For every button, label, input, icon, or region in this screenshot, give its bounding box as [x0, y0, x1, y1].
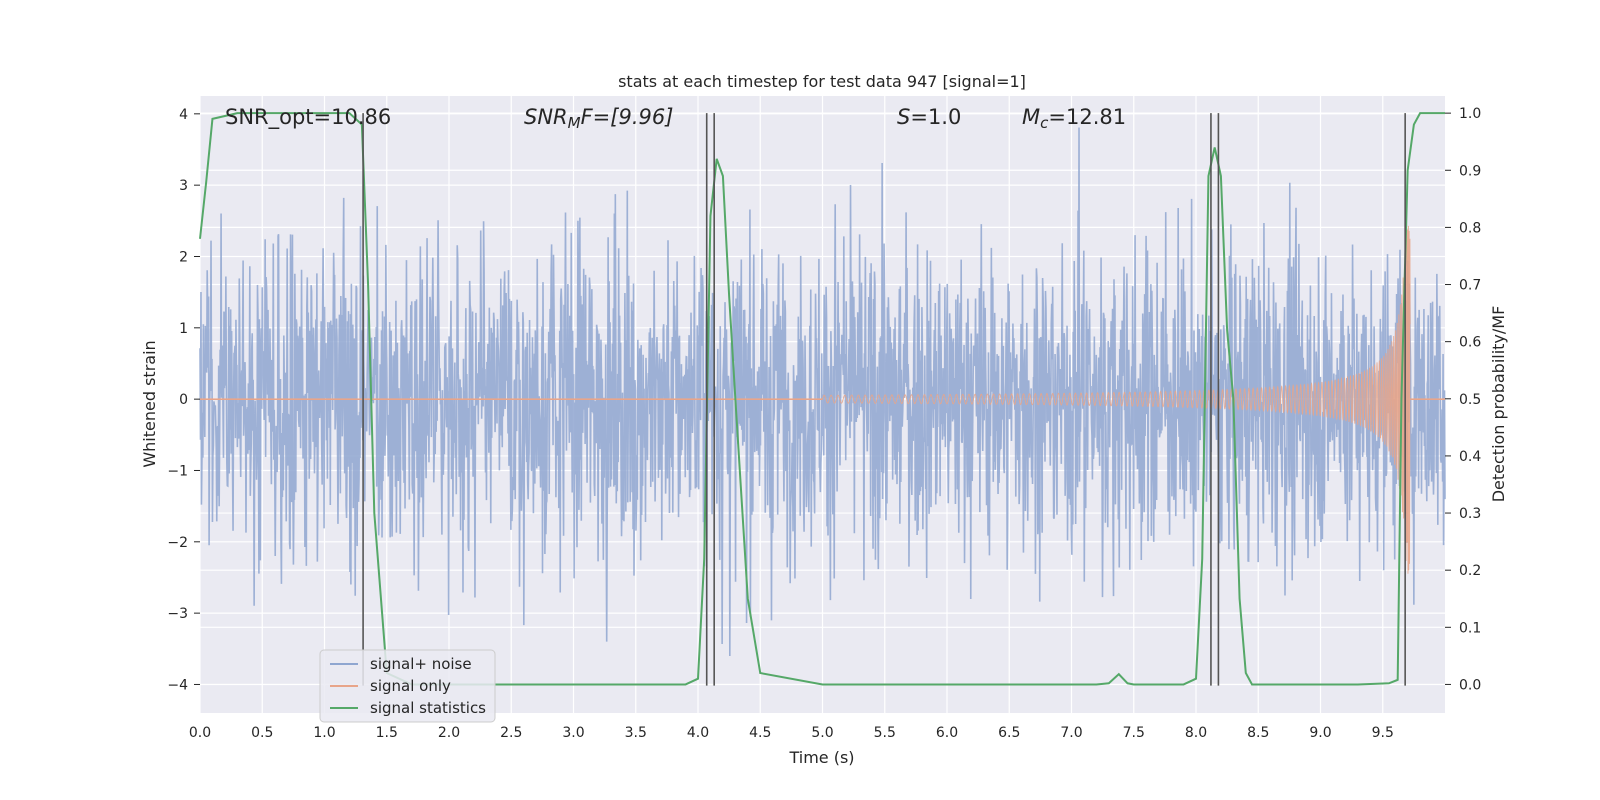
x-tick-label: 8.5	[1247, 725, 1269, 741]
tick-labels: 0.0 0.5 1.0 1.5 2.0 2.5 3.0 3.5 4.0 4.5 5.0 5.5 6.0 6…	[167, 106, 1481, 741]
y2-tick-label: 0.6	[1459, 335, 1481, 351]
y2-tick-label: 0.3	[1459, 506, 1481, 522]
y2-tick-label: 0.9	[1459, 163, 1481, 179]
y2-tick-label: 1.0	[1459, 106, 1481, 122]
snr-mf-prefix: SNR	[524, 105, 568, 129]
x-tick-label: 5.0	[811, 725, 833, 741]
y-tick-label: 3	[179, 178, 188, 194]
y-axis-label: Whitened strain	[140, 340, 159, 467]
y-tick-label: 2	[179, 249, 188, 265]
y-tick-label: −1	[167, 463, 188, 479]
x-tick-label: 7.0	[1060, 725, 1082, 741]
x-tick-label: 1.0	[313, 725, 335, 741]
series-signal-noise-line	[199, 127, 1446, 656]
y2-tick-label: 0.5	[1459, 392, 1481, 408]
x-tick-label: 9.0	[1309, 725, 1331, 741]
mc-value: =12.81	[1048, 105, 1126, 129]
y2-axis-label: Detection probability/MF	[1489, 306, 1508, 503]
x-tick-label: 4.5	[749, 725, 771, 741]
legend-label-signal-noise: signal+ noise	[370, 655, 472, 673]
snr-mf-subscript: M	[568, 114, 581, 132]
y2-tick-label: 0.8	[1459, 220, 1481, 236]
x-tick-label: 2.0	[438, 725, 460, 741]
legend-label-signal-statistics: signal statistics	[370, 699, 486, 717]
series-signal-only-chirp	[822, 224, 1411, 574]
y2-tick-label: 0.1	[1459, 620, 1481, 636]
vertical-markers	[362, 113, 1406, 686]
snr-mf-rest: F=[9.96]	[581, 105, 674, 129]
y2-tick-label: 0.0	[1459, 677, 1481, 693]
s-annotation: S=1.0	[897, 105, 961, 129]
y2-tick-label: 0.4	[1459, 449, 1481, 465]
series-signal-statistics-line	[199, 112, 1445, 686]
legend-box	[319, 649, 496, 723]
legend: signal+ noise signal only signal statist…	[319, 649, 496, 723]
s-variable: S	[897, 105, 910, 129]
x-tick-label: 9.5	[1372, 725, 1394, 741]
s-value: =1.0	[910, 105, 961, 129]
x-tick-label: 0.5	[251, 725, 273, 741]
x-tick-label: 3.0	[562, 725, 584, 741]
x-tick-label: 3.5	[625, 725, 647, 741]
x-tick-label: 8.0	[1185, 725, 1207, 741]
y-tick-label: −4	[167, 677, 188, 693]
y-tick-label: −3	[167, 606, 188, 622]
x-tick-label: 6.0	[936, 725, 958, 741]
legend-label-signal-only: signal only	[370, 677, 451, 695]
y2-tick-label: 0.2	[1459, 563, 1481, 579]
y-tick-label: −2	[167, 535, 188, 551]
snr-opt-annotation: SNR_opt=10.86	[225, 105, 391, 130]
mc-annotation: Mc=12.81	[1022, 105, 1126, 132]
x-tick-label: 2.5	[500, 725, 522, 741]
x-tick-label: 6.5	[998, 725, 1020, 741]
y2-tick-label: 0.7	[1459, 278, 1481, 294]
x-tick-label: 0.0	[189, 725, 211, 741]
series-layer	[199, 112, 1446, 686]
x-axis-label: Time (s)	[788, 748, 854, 767]
mc-subscript: c	[1040, 114, 1049, 132]
y-tick-label: 4	[179, 107, 188, 123]
x-tick-label: 5.5	[874, 725, 896, 741]
x-tick-label: 1.5	[376, 725, 398, 741]
x-tick-label: 7.5	[1123, 725, 1145, 741]
mc-variable: M	[1022, 105, 1040, 129]
x-tick-label: 4.0	[687, 725, 709, 741]
snr-mf-annotation: SNRMF=[9.96]	[524, 105, 673, 132]
y-tick-label: 0	[179, 392, 188, 408]
chart-title: stats at each timestep for test data 947…	[618, 72, 1026, 91]
y-tick-label: 1	[179, 321, 188, 337]
